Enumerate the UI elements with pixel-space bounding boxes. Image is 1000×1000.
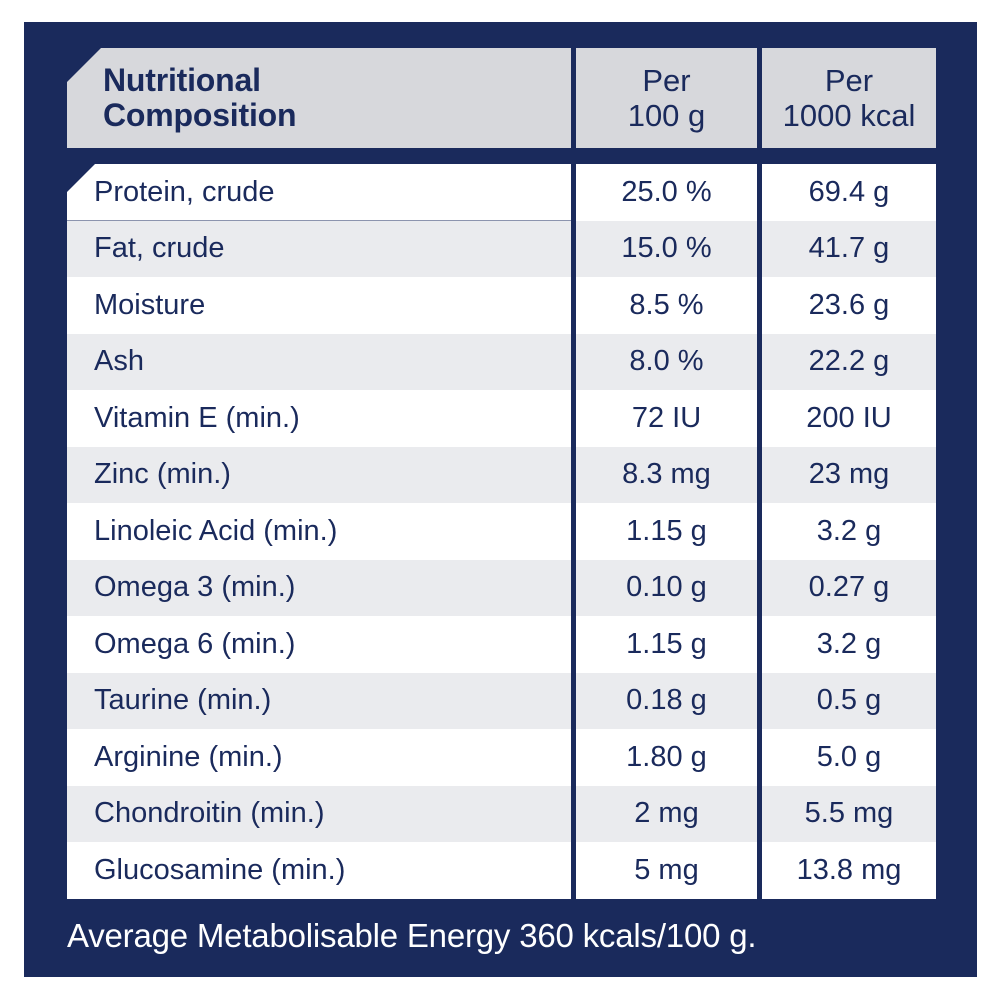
per-1000kcal-value: 0.5 g bbox=[762, 672, 936, 729]
table-row: Omega 6 (min.) 1.15 g 3.2 g bbox=[67, 616, 936, 673]
nutrient-label: Omega 6 (min.) bbox=[67, 616, 571, 673]
table-header: Nutritional Composition Per 100 g Per 10… bbox=[67, 48, 936, 148]
per-1000kcal-value: 3.2 g bbox=[762, 503, 936, 560]
table-row: Linoleic Acid (min.) 1.15 g 3.2 g bbox=[67, 503, 936, 560]
nutrient-label: Arginine (min.) bbox=[67, 729, 571, 786]
per-1000kcal-value: 23.6 g bbox=[762, 277, 936, 334]
table-row: Zinc (min.) 8.3 mg 23 mg bbox=[67, 446, 936, 503]
per-1000kcal-value: 23 mg bbox=[762, 446, 936, 503]
nutrient-label: Omega 3 (min.) bbox=[67, 559, 571, 616]
per-100g-value: 8.0 % bbox=[576, 333, 757, 390]
table-row: Arginine (min.) 1.80 g 5.0 g bbox=[67, 729, 936, 786]
nutrient-label: Linoleic Acid (min.) bbox=[67, 503, 571, 560]
per-100g-value: 8.5 % bbox=[576, 277, 757, 334]
nutrient-label: Vitamin E (min.) bbox=[67, 390, 571, 447]
nutrient-label: Glucosamine (min.) bbox=[67, 842, 571, 899]
per-1000kcal-value: 22.2 g bbox=[762, 333, 936, 390]
per-100g-value: 25.0 % bbox=[576, 164, 757, 221]
table-body: Protein, crude 25.0 % 69.4 g Fat, crude … bbox=[67, 164, 936, 899]
per-100g-value: 2 mg bbox=[576, 785, 757, 842]
table-row: Fat, crude 15.0 % 41.7 g bbox=[67, 220, 936, 277]
per-1000kcal-value: 5.0 g bbox=[762, 729, 936, 786]
table-row: Glucosamine (min.) 5 mg 13.8 mg bbox=[67, 842, 936, 899]
table-row: Ash 8.0 % 22.2 g bbox=[67, 333, 936, 390]
energy-footnote: Average Metabolisable Energy 360 kcals/1… bbox=[67, 916, 757, 954]
nutrition-panel: Nutritional Composition Per 100 g Per 10… bbox=[24, 22, 977, 977]
nutrient-label: Protein, crude bbox=[67, 164, 571, 221]
nutrient-label: Moisture bbox=[67, 277, 571, 334]
per-1000kcal-value: 69.4 g bbox=[762, 164, 936, 221]
per-100g-value: 72 IU bbox=[576, 390, 757, 447]
table-row: Omega 3 (min.) 0.10 g 0.27 g bbox=[67, 559, 936, 616]
per-100g-value: 1.15 g bbox=[576, 503, 757, 560]
per-100g-value: 8.3 mg bbox=[576, 446, 757, 503]
per-1000kcal-value: 200 IU bbox=[762, 390, 936, 447]
table-row: Chondroitin (min.) 2 mg 5.5 mg bbox=[67, 785, 936, 842]
nutrient-label: Zinc (min.) bbox=[67, 446, 571, 503]
nutrition-table: Nutritional Composition Per 100 g Per 10… bbox=[67, 48, 936, 977]
per-100g-value: 1.80 g bbox=[576, 729, 757, 786]
column-header-per-100g: Per 100 g bbox=[576, 48, 757, 148]
per-1000kcal-value: 5.5 mg bbox=[762, 785, 936, 842]
nutrient-label: Chondroitin (min.) bbox=[67, 785, 571, 842]
table-row: Vitamin E (min.) 72 IU 200 IU bbox=[67, 390, 936, 447]
table-row: Protein, crude 25.0 % 69.4 g bbox=[67, 164, 936, 221]
per-100g-value: 0.18 g bbox=[576, 672, 757, 729]
per-100g-value: 0.10 g bbox=[576, 559, 757, 616]
per-1000kcal-value: 0.27 g bbox=[762, 559, 936, 616]
nutrient-label: Fat, crude bbox=[67, 220, 571, 277]
nutrient-label: Taurine (min.) bbox=[67, 672, 571, 729]
per-1000kcal-value: 13.8 mg bbox=[762, 842, 936, 899]
per-1000kcal-value: 41.7 g bbox=[762, 220, 936, 277]
table-title: Nutritional Composition bbox=[67, 48, 571, 148]
per-100g-value: 5 mg bbox=[576, 842, 757, 899]
per-100g-value: 1.15 g bbox=[576, 616, 757, 673]
column-header-per-1000kcal: Per 1000 kcal bbox=[762, 48, 936, 148]
table-row: Moisture 8.5 % 23.6 g bbox=[67, 277, 936, 334]
per-1000kcal-value: 3.2 g bbox=[762, 616, 936, 673]
per-100g-value: 15.0 % bbox=[576, 220, 757, 277]
table-row: Taurine (min.) 0.18 g 0.5 g bbox=[67, 672, 936, 729]
nutrient-label: Ash bbox=[67, 333, 571, 390]
